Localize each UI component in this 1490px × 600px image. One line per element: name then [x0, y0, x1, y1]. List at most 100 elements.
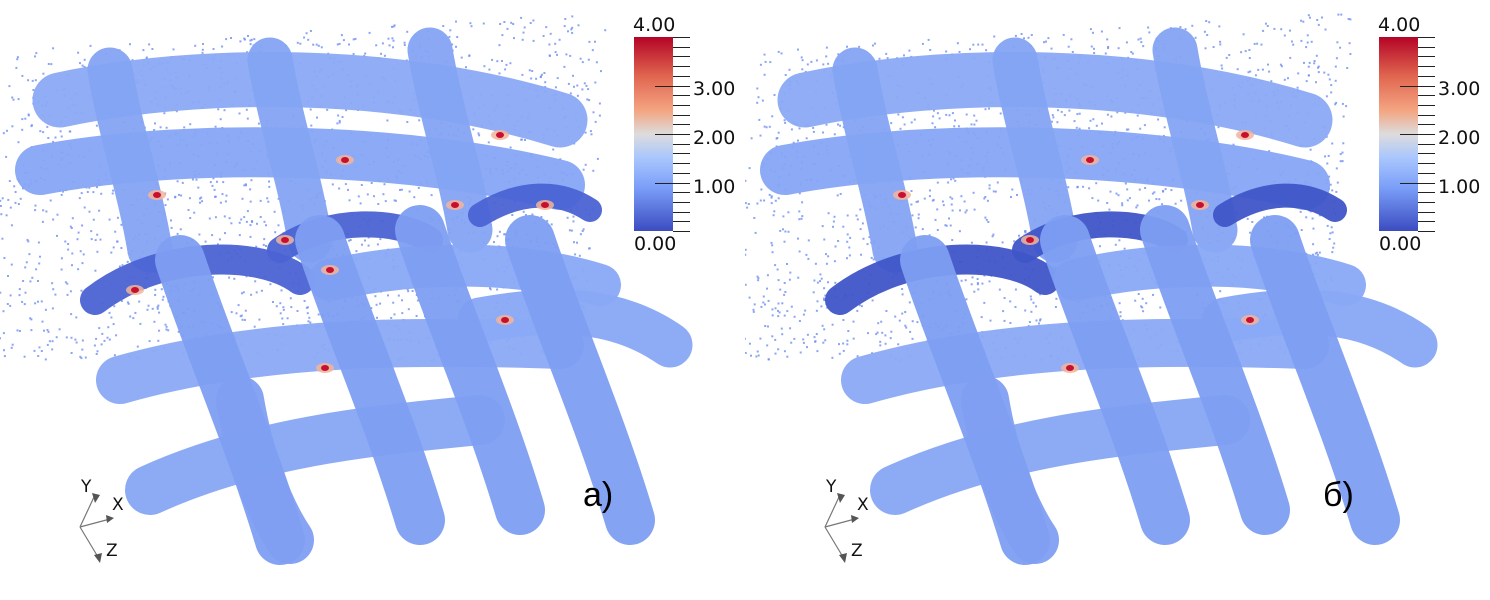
particle: [39, 130, 42, 133]
particle: [255, 291, 258, 294]
particle: [1109, 190, 1112, 193]
particle: [816, 350, 819, 353]
stress-hotspot: [1196, 202, 1204, 208]
particle: [798, 192, 801, 195]
particle: [79, 62, 81, 65]
particle: [211, 234, 214, 237]
particle: [259, 199, 262, 202]
particle: [1337, 13, 1340, 16]
particle: [598, 114, 601, 117]
particle: [1253, 42, 1256, 45]
particle: [852, 337, 855, 340]
particle: [1328, 78, 1331, 81]
particle: [931, 199, 934, 202]
particle: [798, 320, 801, 322]
particle: [752, 308, 755, 311]
particle: [984, 196, 987, 198]
particle: [775, 145, 778, 148]
color-bar-tick: [655, 182, 690, 184]
particle: [604, 29, 607, 32]
particle: [858, 304, 861, 307]
particle: [16, 56, 19, 59]
particle: [1330, 91, 1333, 94]
particle: [1045, 40, 1047, 43]
particle: [221, 45, 224, 48]
particle: [790, 341, 793, 344]
particle: [511, 214, 514, 216]
particle: [307, 320, 310, 323]
particle: [780, 327, 783, 330]
particle: [5, 214, 8, 217]
particle: [783, 240, 786, 243]
particle: [965, 209, 968, 212]
particle: [953, 125, 956, 128]
particle: [1152, 293, 1154, 296]
particle: [522, 31, 525, 34]
particle: [770, 202, 773, 205]
particle: [37, 355, 40, 357]
particle: [139, 322, 142, 325]
particle: [810, 60, 813, 63]
particle: [1280, 65, 1283, 68]
particle: [96, 350, 99, 353]
particle: [1268, 150, 1271, 153]
particle: [578, 254, 581, 257]
particle: [503, 233, 506, 236]
particle: [590, 133, 593, 136]
particle: [831, 356, 834, 359]
particle: [759, 63, 762, 66]
particle: [1312, 253, 1314, 256]
color-bar-label: 3.00: [1438, 78, 1481, 100]
particle: [934, 218, 937, 221]
particle: [779, 288, 782, 291]
particle: [584, 131, 587, 134]
particle: [948, 217, 950, 220]
particle: [349, 239, 352, 241]
particle: [771, 251, 774, 254]
particle: [570, 28, 573, 31]
particle: [1101, 122, 1103, 125]
particle: [253, 38, 256, 41]
particle: [936, 112, 939, 115]
particle: [777, 315, 780, 318]
particle: [88, 210, 91, 213]
particle: [392, 39, 395, 42]
particle: [1106, 202, 1109, 204]
particle: [825, 253, 827, 256]
particle: [442, 25, 445, 27]
particle: [774, 307, 777, 310]
particle: [393, 24, 396, 27]
particle: [42, 131, 45, 134]
particle: [592, 111, 595, 114]
particle: [996, 181, 999, 184]
particle: [340, 34, 343, 37]
particle: [833, 260, 836, 263]
particle: [1262, 29, 1265, 32]
particle: [357, 195, 360, 198]
particle: [115, 334, 118, 337]
particle: [1346, 67, 1349, 69]
particle: [550, 223, 553, 226]
particle: [821, 324, 824, 327]
particle: [1242, 33, 1245, 36]
particle: [814, 340, 817, 343]
particle: [1280, 28, 1283, 31]
particle: [987, 221, 990, 223]
particle: [354, 37, 357, 40]
particle: [1003, 319, 1006, 322]
particle: [878, 57, 881, 60]
particle: [963, 200, 966, 203]
particle: [567, 30, 569, 33]
particle: [94, 239, 97, 242]
particle: [1283, 34, 1286, 37]
particle: [262, 243, 265, 246]
particle: [6, 129, 8, 132]
particle: [758, 118, 761, 121]
stress-hotspot: [496, 132, 504, 138]
particle: [151, 48, 154, 50]
particle: [1119, 311, 1122, 314]
particle: [307, 38, 310, 41]
particle: [529, 22, 532, 24]
particle: [153, 129, 156, 131]
particle: [797, 237, 799, 240]
